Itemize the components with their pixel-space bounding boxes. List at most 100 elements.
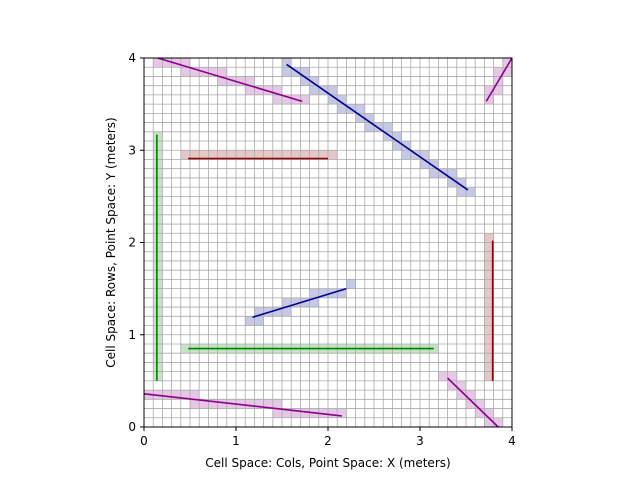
highlighted-cell [291,150,301,160]
highlighted-cell [153,150,163,160]
highlighted-cell [190,390,200,400]
highlighted-cell [282,58,292,68]
highlighted-cell [328,150,338,160]
highlighted-cell [217,76,227,86]
highlighted-cell [355,104,365,114]
x-tick-label: 4 [508,434,516,448]
highlighted-cell [254,399,264,409]
highlighted-cell [153,196,163,206]
highlighted-cell [309,150,319,160]
highlighted-cell [484,362,494,372]
highlighted-cell [282,297,292,308]
highlighted-cell [153,260,163,271]
highlighted-cell [272,408,282,418]
highlighted-cell [153,214,163,225]
segment-line [286,63,469,191]
highlighted-cell [153,316,163,326]
highlighted-cell [484,297,494,308]
highlighted-cell [153,362,163,372]
highlighted-cell [153,288,163,298]
highlighted-cell [456,177,466,188]
highlighted-cell [346,279,356,289]
highlighted-cell [272,399,282,409]
highlighted-cell [493,85,503,95]
highlighted-cell [392,141,402,151]
highlighted-cell [272,85,282,95]
highlighted-cell [199,150,209,160]
x-axis-label: Cell Space: Cols, Point Space: X (meters… [205,456,450,470]
highlighted-cell [291,408,301,418]
y-tick-label: 3 [128,143,136,157]
highlighted-cell [475,399,485,409]
highlighted-cell [245,316,255,326]
highlighted-cell [309,85,319,95]
highlighted-cell [309,76,319,86]
highlighted-cell [245,85,255,95]
highlighted-cell [190,399,200,409]
highlighted-cell [236,150,246,160]
highlighted-cell [153,242,163,252]
highlighted-cell [190,150,200,160]
highlighted-cell [493,417,503,427]
highlighted-cell [318,150,328,160]
y-tick-label: 2 [128,236,136,250]
highlighted-cell [291,67,301,77]
highlighted-cell [447,168,457,178]
highlighted-cell [484,270,494,280]
highlighted-cell [263,85,273,95]
highlighted-cell [328,85,338,95]
highlighted-cell [392,131,402,142]
highlighted-cell [410,150,420,160]
line-segments [143,57,513,428]
highlighted-cell [153,334,163,344]
highlighted-cell [254,307,264,317]
highlighted-cell [429,168,439,178]
highlighted-cell [254,316,264,326]
highlighted-cell [337,94,347,105]
highlighted-cell [245,76,255,86]
highlighted-cell [475,408,485,418]
segment-line [447,377,499,428]
highlighted-cell [217,67,227,77]
highlighted-cell [466,390,476,400]
highlighted-cell [493,67,503,77]
highlighted-cell [245,399,255,409]
highlighted-cell [180,58,190,68]
highlighted-cell [447,177,457,188]
highlighted-cell [484,307,494,317]
highlighted-cell [153,168,163,178]
highlighted-cell [420,150,430,160]
highlighted-cell [300,408,310,418]
x-tick-label: 3 [416,434,424,448]
highlighted-cell [328,408,338,418]
highlighted-cell [337,104,347,114]
segment-line [143,392,342,417]
highlighted-cell [456,390,466,400]
highlighted-cell [263,399,273,409]
highlighted-cell [429,343,439,354]
highlighted-cell [180,343,190,354]
segment-line [485,57,513,102]
highlighted-cell [282,67,292,77]
highlighted-cell [282,307,292,317]
highlighted-cell [226,150,236,160]
highlighted-cell [502,58,512,68]
highlighted-cell [254,150,264,160]
highlighted-cell [217,150,227,160]
highlighted-cell [263,150,273,160]
highlighted-cell [484,325,494,335]
highlighted-cell [502,67,512,77]
highlighted-cell [484,288,494,298]
highlighted-cell [401,141,411,151]
highlighted-cell [309,288,319,298]
x-tick-label: 1 [232,434,240,448]
highlighted-cell [226,76,236,86]
highlighted-cell [208,399,218,409]
highlighted-cell [456,380,466,391]
segment-line [157,57,303,103]
highlighted-cell [153,233,163,243]
highlighted-cell [272,94,282,105]
highlighted-cell [272,307,282,317]
highlighted-cell [355,113,365,123]
